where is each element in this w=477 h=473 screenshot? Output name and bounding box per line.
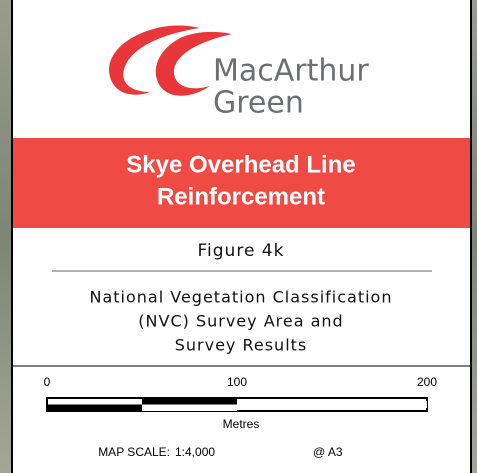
description-line: National Vegetation Classification xyxy=(90,288,393,307)
scale-unit: Metres xyxy=(223,417,260,431)
banner-title: Skye Overhead Line xyxy=(126,151,355,178)
page: MacArthur Green Skye Overhead Line Reinf… xyxy=(0,0,477,473)
banner-title: Reinforcement xyxy=(157,183,325,210)
description-line: (NVC) Survey Area and xyxy=(138,312,343,331)
map-scale-value: 1:4,000 xyxy=(175,445,215,459)
map-scale-label: MAP SCALE: xyxy=(98,445,170,459)
scale-bar-segment xyxy=(142,405,237,412)
figure-number: Figure 4k xyxy=(198,241,285,261)
title-block: MacArthur Green Skye Overhead Line Reinf… xyxy=(0,0,477,473)
scale-tick-label: 100 xyxy=(227,375,247,389)
logo-text: Green xyxy=(213,86,304,121)
scale-tick-label: 0 xyxy=(44,375,51,389)
scale-bar-segment xyxy=(237,401,427,408)
scale-bar-segment xyxy=(47,405,142,412)
description-line: Survey Results xyxy=(175,336,308,355)
logo-text: MacArthur xyxy=(213,54,369,89)
scale-bar-segment xyxy=(142,398,237,405)
scale-tick-label: 200 xyxy=(417,375,437,389)
map-scale-paper: @ A3 xyxy=(313,445,343,459)
